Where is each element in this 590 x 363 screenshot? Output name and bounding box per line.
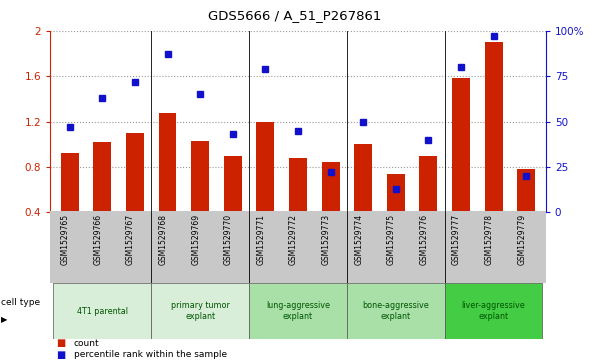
Text: lung-aggressive
explant: lung-aggressive explant (266, 301, 330, 321)
Bar (347, 283, 445, 339)
Text: percentile rank within the sample: percentile rank within the sample (74, 350, 227, 359)
Bar (191, 141, 209, 212)
Bar (322, 163, 339, 212)
Text: cell type: cell type (1, 298, 40, 307)
Bar (61, 153, 78, 212)
Bar (452, 78, 470, 212)
Text: GSM1529768: GSM1529768 (159, 214, 168, 265)
Text: ■: ■ (56, 338, 65, 348)
Text: GSM1529773: GSM1529773 (322, 214, 330, 265)
Text: bone-aggressive
explant: bone-aggressive explant (362, 301, 429, 321)
Bar (54, 283, 151, 339)
Text: GSM1529774: GSM1529774 (354, 214, 363, 265)
Text: 4T1 parental: 4T1 parental (77, 307, 128, 316)
Text: ▶: ▶ (1, 315, 7, 324)
Text: GSM1529778: GSM1529778 (484, 214, 494, 265)
Text: GSM1529772: GSM1529772 (289, 214, 298, 265)
Text: GSM1529770: GSM1529770 (224, 214, 232, 265)
Bar (126, 133, 144, 212)
Bar (159, 113, 176, 212)
Text: ■: ■ (56, 350, 65, 360)
Text: GSM1529766: GSM1529766 (93, 214, 102, 265)
Text: GSM1529776: GSM1529776 (419, 214, 428, 265)
Text: count: count (74, 339, 99, 347)
Text: GSM1529777: GSM1529777 (452, 214, 461, 265)
Text: primary tumor
explant: primary tumor explant (171, 301, 230, 321)
Bar (354, 144, 372, 212)
Bar (445, 283, 542, 339)
Text: GSM1529779: GSM1529779 (517, 214, 526, 265)
Text: GSM1529767: GSM1529767 (126, 214, 135, 265)
Text: liver-aggressive
explant: liver-aggressive explant (462, 301, 526, 321)
Bar (387, 174, 405, 212)
Bar (517, 169, 535, 212)
Text: GSM1529769: GSM1529769 (191, 214, 200, 265)
Bar (484, 42, 503, 212)
Bar (151, 283, 249, 339)
Text: GSM1529765: GSM1529765 (61, 214, 70, 265)
Text: GSM1529771: GSM1529771 (256, 214, 266, 265)
Bar (289, 158, 307, 212)
Bar (93, 142, 112, 212)
Text: GSM1529775: GSM1529775 (387, 214, 396, 265)
Bar (224, 156, 242, 212)
Text: GDS5666 / A_51_P267861: GDS5666 / A_51_P267861 (208, 9, 382, 22)
Bar (249, 283, 347, 339)
Bar (257, 122, 274, 212)
Bar (419, 156, 437, 212)
